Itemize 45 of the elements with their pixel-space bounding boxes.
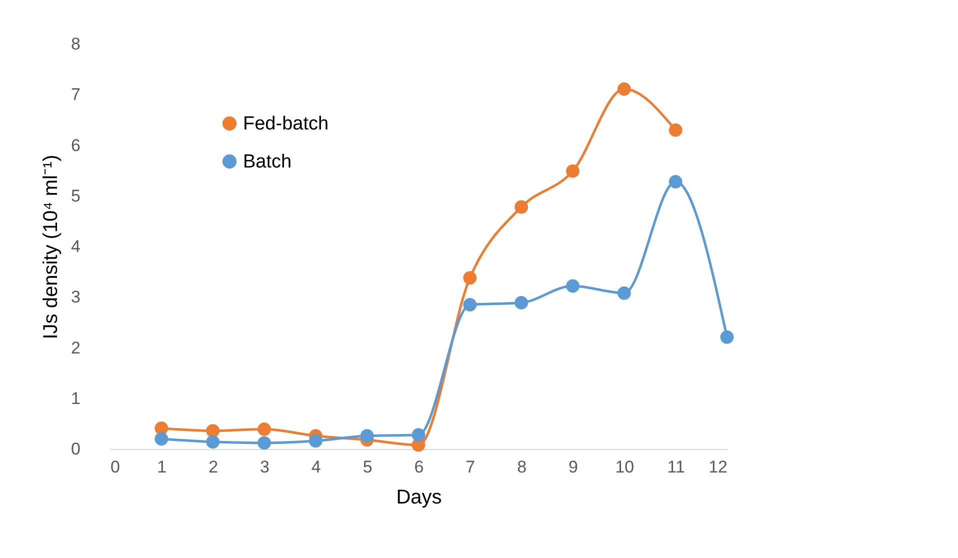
x-tick-label: 10	[615, 458, 634, 476]
point	[308, 434, 322, 448]
legend-label: Batch	[243, 152, 292, 172]
y-axis-title: IJs density (10⁴ ml⁻¹)	[40, 154, 62, 340]
x-tick-label: 11	[667, 458, 685, 476]
point	[617, 82, 631, 96]
point	[566, 279, 580, 293]
y-tick-label: 8	[71, 34, 80, 54]
y-tick-label: 0	[71, 440, 80, 458]
y-tick-label: 4	[71, 237, 80, 256]
x-axis-title: Days	[396, 486, 442, 508]
x-tick-label: 4	[311, 458, 321, 476]
y-tick-label: 5	[71, 186, 80, 206]
y-tick-label: 6	[71, 136, 80, 155]
point	[258, 422, 271, 436]
y-tick-label: 1	[71, 388, 80, 408]
point	[463, 298, 477, 312]
x-tick-label: 7	[466, 458, 476, 476]
x-tick-label: 3	[260, 458, 270, 476]
x-tick-label: 1	[157, 458, 167, 476]
x-tick-label: 9	[568, 458, 578, 476]
point	[206, 424, 220, 438]
point	[463, 271, 477, 285]
point	[514, 200, 528, 214]
y-tick-label: 2	[71, 338, 80, 358]
point	[668, 123, 682, 137]
legend-label: Fed-batch	[243, 114, 329, 134]
x-tick-label: 6	[414, 458, 424, 476]
point	[412, 428, 426, 442]
x-tick-label: 12	[708, 458, 728, 476]
point	[206, 435, 220, 449]
point	[514, 296, 528, 310]
point	[668, 175, 682, 188]
point	[154, 432, 168, 446]
x-tick-label: 0	[110, 458, 120, 476]
point	[720, 330, 734, 344]
point	[258, 436, 271, 450]
y-tick-label: 3	[71, 288, 80, 307]
x-tick-label: 5	[362, 458, 372, 476]
point	[617, 286, 631, 300]
x-tick-label: 8	[517, 458, 527, 476]
y-tick-label: 7	[71, 85, 80, 104]
point	[360, 429, 374, 443]
point	[566, 164, 580, 178]
x-tick-label: 2	[208, 458, 218, 476]
